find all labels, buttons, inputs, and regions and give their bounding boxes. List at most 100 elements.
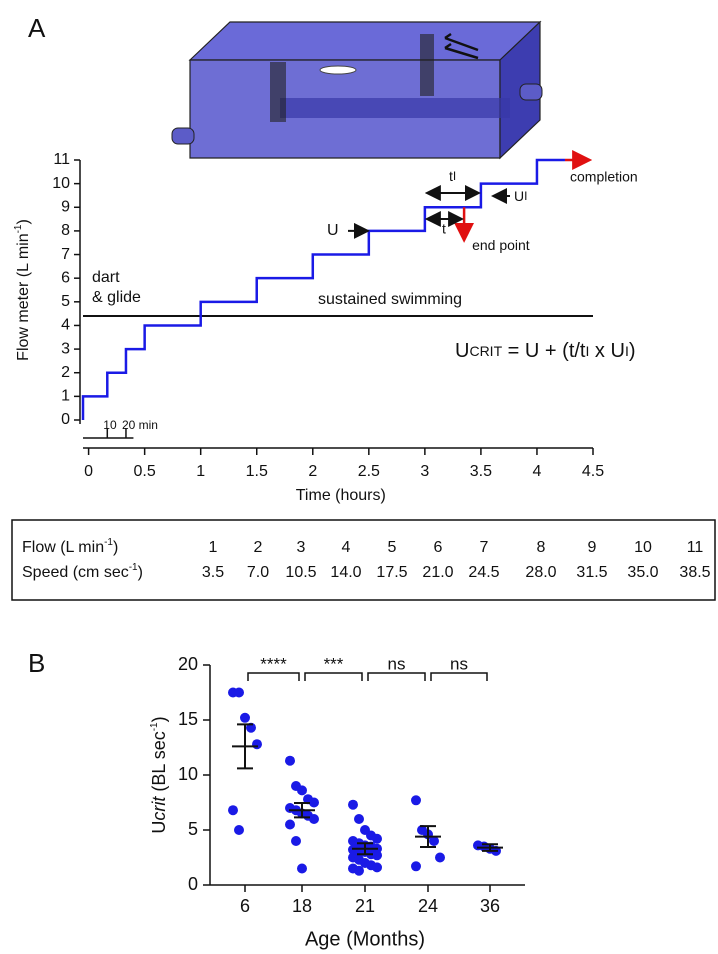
annotation: sustained swimming: [318, 291, 462, 308]
table-cell: 10: [634, 539, 652, 556]
table-cell: 14.0: [330, 564, 361, 581]
table-cell: 3: [297, 539, 306, 556]
x-tick-label: 4.5: [582, 463, 604, 480]
y-tick-label: 2: [61, 364, 70, 381]
y-tick-label: 3: [61, 340, 70, 357]
significance-bracket: [430, 672, 488, 681]
annotation: U: [327, 222, 339, 239]
x-tick-label: 36: [480, 896, 500, 916]
table-cell: 6: [434, 539, 443, 556]
significance-label: ns: [388, 654, 406, 673]
x-axis-title: Age (Months): [305, 928, 425, 950]
table-cell: 10.5: [285, 564, 316, 581]
data-point: [411, 795, 421, 806]
x-tick-label: 4: [533, 463, 542, 480]
data-point: [234, 825, 244, 835]
formula: UCRIT = U + (t/tI x UI): [455, 340, 636, 362]
significance-bracket: [247, 672, 300, 681]
table-row-label-part: -1: [104, 537, 113, 548]
table-cell: 3.5: [202, 564, 224, 581]
significance-bracket: [367, 672, 426, 681]
error-bar: [482, 843, 498, 852]
table-row-label-part: ): [113, 539, 118, 556]
annotation: end point: [472, 237, 530, 253]
y-axis-title-part: crit: [149, 796, 169, 821]
data-point: [354, 865, 364, 876]
y-tick-label: 0: [61, 411, 70, 428]
table-cell: 2: [254, 539, 263, 556]
y-axis-title-part: Flow meter (L min: [15, 233, 32, 360]
y-tick-label: 9: [61, 198, 70, 215]
error-bar: [357, 842, 373, 856]
y-axis-title-part: (BL sec: [149, 731, 169, 796]
step-line: [81, 158, 565, 420]
formula-part: x U: [589, 340, 625, 362]
formula-part: CRIT: [469, 343, 502, 359]
formula-part: ): [629, 340, 636, 362]
data-point: [240, 712, 250, 723]
table-cell: 21.0: [422, 564, 453, 581]
data-point: [411, 861, 421, 872]
data-point: [309, 797, 319, 808]
data-point: [285, 755, 295, 766]
y-tick-label: 6: [61, 269, 70, 286]
minute-tick-label: 10: [103, 418, 117, 432]
y-axis-title: Flow meter (L min-1): [13, 219, 32, 361]
x-tick-label: 1.5: [246, 463, 268, 480]
significance-label: ***: [324, 654, 344, 673]
table-row-label: Speed (cm sec-1): [22, 562, 143, 581]
data-point: [354, 814, 364, 824]
table-cell: 5: [388, 539, 397, 556]
y-tick-label: 7: [61, 246, 70, 263]
error-bar: [237, 723, 253, 770]
annotation: dart: [92, 269, 120, 286]
table-row-label-part: Speed (cm sec: [22, 564, 129, 581]
y-axis-title-part: -1: [149, 722, 160, 731]
error-bar: [420, 825, 436, 849]
formula-part: I: [625, 343, 629, 359]
formula-part: = U + (t/t: [502, 340, 586, 362]
data-point: [348, 799, 358, 810]
data-point: [297, 863, 307, 874]
x-tick-label: 18: [292, 896, 312, 916]
y-tick-label: 4: [61, 317, 70, 334]
data-point: [291, 836, 301, 846]
x-tick-label: 3.5: [470, 463, 492, 480]
y-axis-title-part: U: [149, 821, 169, 834]
panel-label: A: [28, 13, 46, 43]
annotation: t: [442, 221, 446, 237]
annotation: tI: [449, 168, 456, 184]
y-tick-label: 15: [178, 709, 198, 729]
data-point: [372, 833, 382, 844]
annotation-part: I: [524, 189, 527, 203]
annotation: UI: [514, 188, 527, 204]
table-cell: 11: [687, 539, 704, 556]
data-point: [285, 819, 295, 830]
y-tick-label: 20: [178, 654, 198, 674]
data-point: [297, 785, 307, 796]
y-tick-label: 1: [61, 388, 70, 405]
table-cell: 7.0: [247, 564, 269, 581]
y-tick-label: 0: [188, 874, 198, 894]
x-tick-label: 2.5: [358, 463, 380, 480]
x-tick-label: 1: [196, 463, 205, 480]
table-cell: 24.5: [468, 564, 499, 581]
annotation-part: t: [449, 168, 453, 184]
table-row-label-part: Flow (L min: [22, 539, 104, 556]
y-axis-title-part: ): [149, 716, 169, 722]
x-tick-label: 2: [308, 463, 317, 480]
tank-illustration: [171, 20, 543, 160]
table-cell: 38.5: [679, 564, 710, 581]
data-point: [309, 814, 319, 824]
significance-bracket: [304, 672, 363, 681]
significance-label: ns: [450, 654, 468, 673]
table-cell: 1: [209, 539, 218, 556]
annotation: completion: [570, 169, 638, 185]
annotation-part: I: [453, 169, 456, 183]
formula-part: U: [455, 340, 469, 362]
table-frame: [11, 519, 716, 601]
y-tick-label: 11: [53, 151, 70, 168]
error-bar: [294, 802, 310, 819]
y-tick-label: 5: [188, 819, 198, 839]
